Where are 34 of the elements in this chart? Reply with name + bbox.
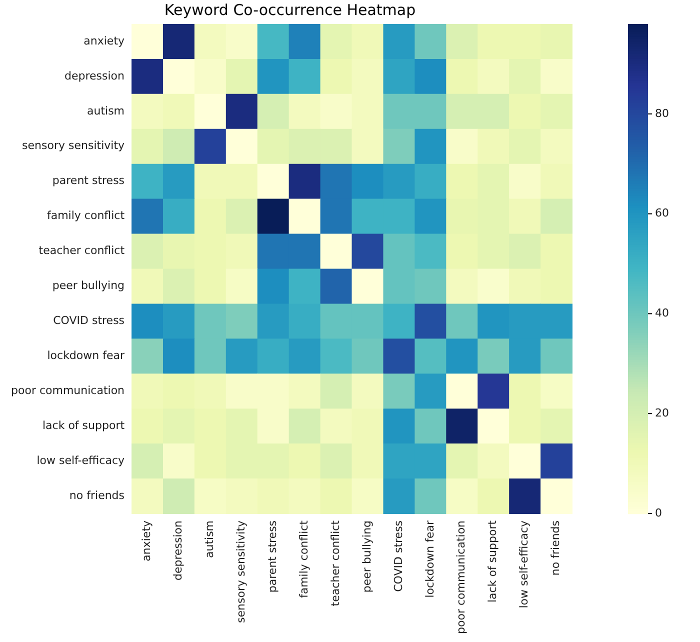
y-tick-label: lack of support xyxy=(42,418,126,432)
x-tick-label: family conflict xyxy=(297,520,310,598)
y-tick-label: autism xyxy=(87,104,125,118)
x-tick-label: poor communication xyxy=(454,520,468,634)
y-tick-label: low self-efficacy xyxy=(36,454,126,467)
y-tick-label: no friends xyxy=(69,488,125,502)
y-tick-label: depression xyxy=(64,69,125,82)
x-tick-label: sensory sensitivity xyxy=(234,520,248,623)
color-bar-label: 0 xyxy=(655,506,662,520)
x-tick-label: autism xyxy=(203,520,216,558)
color-bar-label: 80 xyxy=(655,106,669,120)
x-tick-label: peer bullying xyxy=(360,520,374,593)
x-tick-label: parent stress xyxy=(266,520,279,593)
color-bar-label: 60 xyxy=(655,206,669,220)
x-tick-label: lockdown fear xyxy=(423,520,436,598)
y-tick-label: COVID stress xyxy=(53,314,125,328)
y-tick-label: teacher conflict xyxy=(38,244,126,258)
y-tick-label: anxiety xyxy=(84,34,126,48)
x-tick-label: COVID stress xyxy=(392,520,405,592)
y-tick-label: lockdown fear xyxy=(47,349,125,362)
chart-title: Keyword Co-occurrence Heatmap xyxy=(164,0,416,19)
x-tick-label: teacher conflict xyxy=(328,520,342,606)
x-tick-label: anxiety xyxy=(140,520,154,562)
y-tick-label: family conflict xyxy=(46,209,126,222)
x-tick-label: lack of support xyxy=(486,520,500,603)
color-bar-label: 40 xyxy=(655,306,669,320)
x-tick-label: depression xyxy=(172,520,185,580)
y-tick-label: poor communication xyxy=(11,384,125,397)
x-tick-label: low self-efficacy xyxy=(518,520,531,608)
y-tick-label: sensory sensitivity xyxy=(22,139,126,152)
x-tick-label: no friends xyxy=(549,520,562,576)
color-bar-label: 20 xyxy=(655,406,669,420)
y-tick-label: parent stress xyxy=(52,174,125,188)
y-tick-label: peer bullying xyxy=(52,279,125,292)
